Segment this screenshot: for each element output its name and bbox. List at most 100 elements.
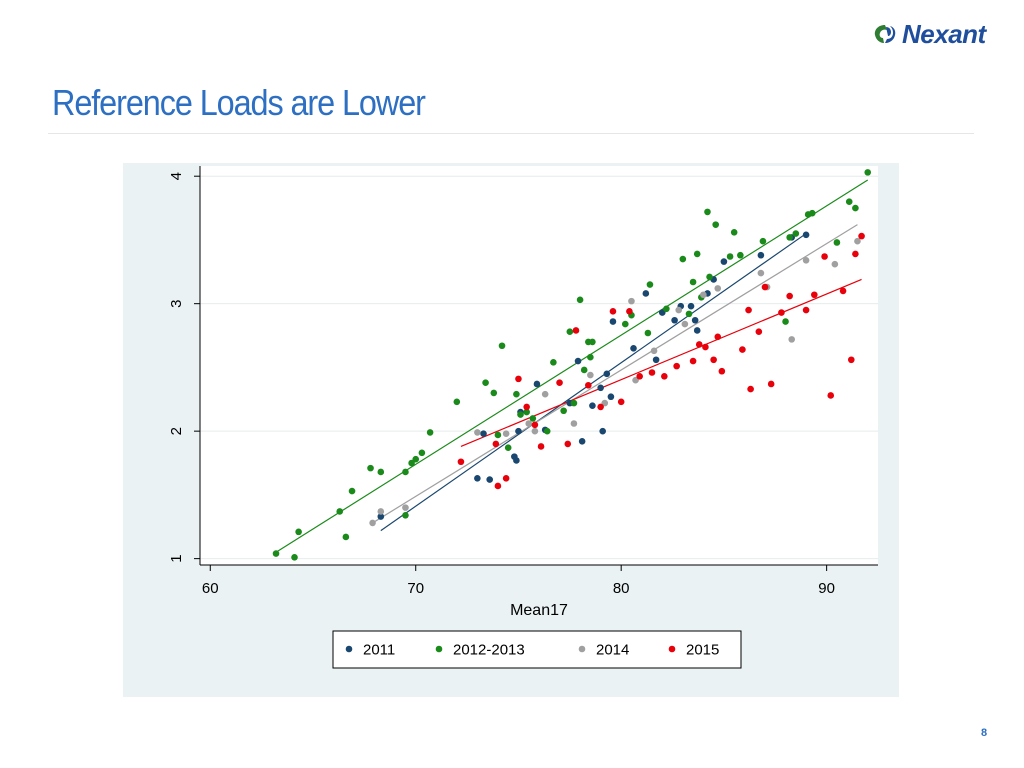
point-2015-22: [702, 343, 709, 351]
point-2012-2013-58: [852, 204, 859, 212]
point-2011-30: [720, 258, 728, 265]
point-2012-2013-25: [550, 359, 557, 366]
point-2015-26: [739, 346, 746, 353]
point-2015-30: [761, 283, 769, 291]
point-2012-2013-56: [833, 239, 841, 246]
point-2015-10: [572, 327, 580, 334]
point-2014-20: [788, 336, 796, 343]
point-2011-5: [513, 457, 520, 464]
legend-label-2012-2013: 2012-2013: [453, 642, 525, 659]
point-2014-13: [650, 347, 658, 355]
point-2014-23: [854, 237, 861, 245]
point-2012-2013-17: [494, 431, 502, 439]
point-2014-11: [628, 297, 635, 305]
point-2015-33: [786, 292, 793, 300]
point-2011-6: [515, 427, 522, 435]
point-2015-35: [811, 291, 818, 299]
point-2015-7: [537, 443, 545, 450]
legend-box: [332, 630, 742, 669]
point-2012-2013-30: [580, 366, 588, 374]
point-2011-31: [757, 251, 765, 259]
point-2015-38: [839, 287, 847, 295]
legend: 2011 2012-2013 2014 2015: [332, 630, 742, 669]
point-2014-0: [369, 519, 376, 527]
plot-area: [200, 166, 878, 565]
point-2015-0: [457, 458, 465, 466]
point-2011-3: [486, 476, 493, 483]
point-2012-2013-18: [498, 342, 506, 350]
point-2015-32: [778, 309, 785, 316]
point-2014-5: [525, 420, 533, 427]
fit-line-2015: [460, 278, 862, 448]
point-2014-17: [714, 285, 722, 292]
point-2012-2013-36: [644, 329, 652, 337]
nexant-logo: Nexant: [872, 18, 1012, 50]
point-2012-2013-39: [679, 255, 687, 263]
point-2015-29: [755, 328, 763, 336]
point-2015-23: [710, 356, 717, 364]
point-2015-17: [648, 369, 656, 376]
point-2012-2013-23: [529, 415, 537, 422]
y-tick-label-4: 4: [168, 172, 185, 180]
nexant-logo-mark-icon: [872, 22, 898, 46]
point-2012-2013-15: [482, 379, 489, 387]
point-2014-4: [502, 430, 510, 437]
point-2012-2013-52: [786, 234, 793, 241]
point-2012-2013-55: [808, 209, 816, 217]
point-2011-16: [603, 370, 611, 378]
point-2011-33: [802, 231, 810, 239]
point-2012-2013-19: [504, 444, 512, 452]
point-2012-2013-41: [689, 278, 697, 286]
legend-marker-2011: [345, 645, 353, 653]
point-2012-2013-46: [712, 221, 719, 228]
point-2015-2: [494, 482, 502, 490]
page-title: Reference Loads are Lower: [52, 82, 426, 123]
y-tick-label-2: 2: [168, 427, 185, 435]
point-2015-39: [847, 356, 855, 364]
point-2012-2013-24: [543, 427, 551, 435]
point-2012-2013-50: [759, 237, 767, 245]
point-2012-2013-40: [685, 310, 693, 318]
point-2011-0: [377, 513, 385, 520]
legend-label-2011: 2011: [363, 642, 395, 659]
point-2015-19: [673, 362, 680, 370]
point-2012-2013-28: [570, 399, 578, 407]
point-2012-2013-11: [418, 449, 426, 457]
legend-label-2014: 2014: [596, 642, 629, 659]
point-2012-2013-14: [453, 398, 461, 406]
point-2012-2013-57: [845, 198, 853, 205]
point-2012-2013-6: [367, 464, 374, 472]
point-2015-14: [617, 398, 625, 406]
point-2012-2013-59: [864, 169, 872, 176]
data-points: [272, 169, 872, 561]
point-2011-13: [589, 402, 596, 409]
fit-line-2011: [380, 233, 807, 532]
point-2011-19: [630, 344, 637, 352]
point-2011-1: [474, 475, 481, 482]
point-2011-8: [533, 380, 541, 388]
point-2015-41: [852, 250, 859, 258]
point-2014-18: [757, 269, 765, 277]
point-2012-2013-7: [377, 468, 385, 476]
point-2014-1: [377, 508, 385, 515]
fit-line-2014: [372, 224, 858, 524]
point-2011-15: [599, 427, 606, 435]
x-tick-label-60: 60: [202, 580, 219, 597]
legend-marker-2015: [668, 645, 676, 653]
point-2012-2013-1: [291, 554, 298, 561]
point-2012-2013-2: [295, 528, 302, 536]
point-2015-28: [747, 385, 754, 393]
point-2011-26: [691, 316, 699, 324]
x-tick-label-80: 80: [613, 580, 630, 597]
point-2012-2013-44: [704, 208, 711, 216]
point-2012-2013-4: [342, 533, 350, 541]
point-2011-17: [607, 393, 615, 401]
point-2012-2013-45: [706, 273, 713, 281]
point-2014-2: [402, 504, 409, 511]
point-2014-22: [831, 260, 839, 268]
point-2012-2013-8: [402, 468, 409, 476]
point-2012-2013-16: [490, 389, 498, 397]
point-2011-18: [609, 318, 617, 325]
point-2012-2013-37: [646, 281, 654, 288]
